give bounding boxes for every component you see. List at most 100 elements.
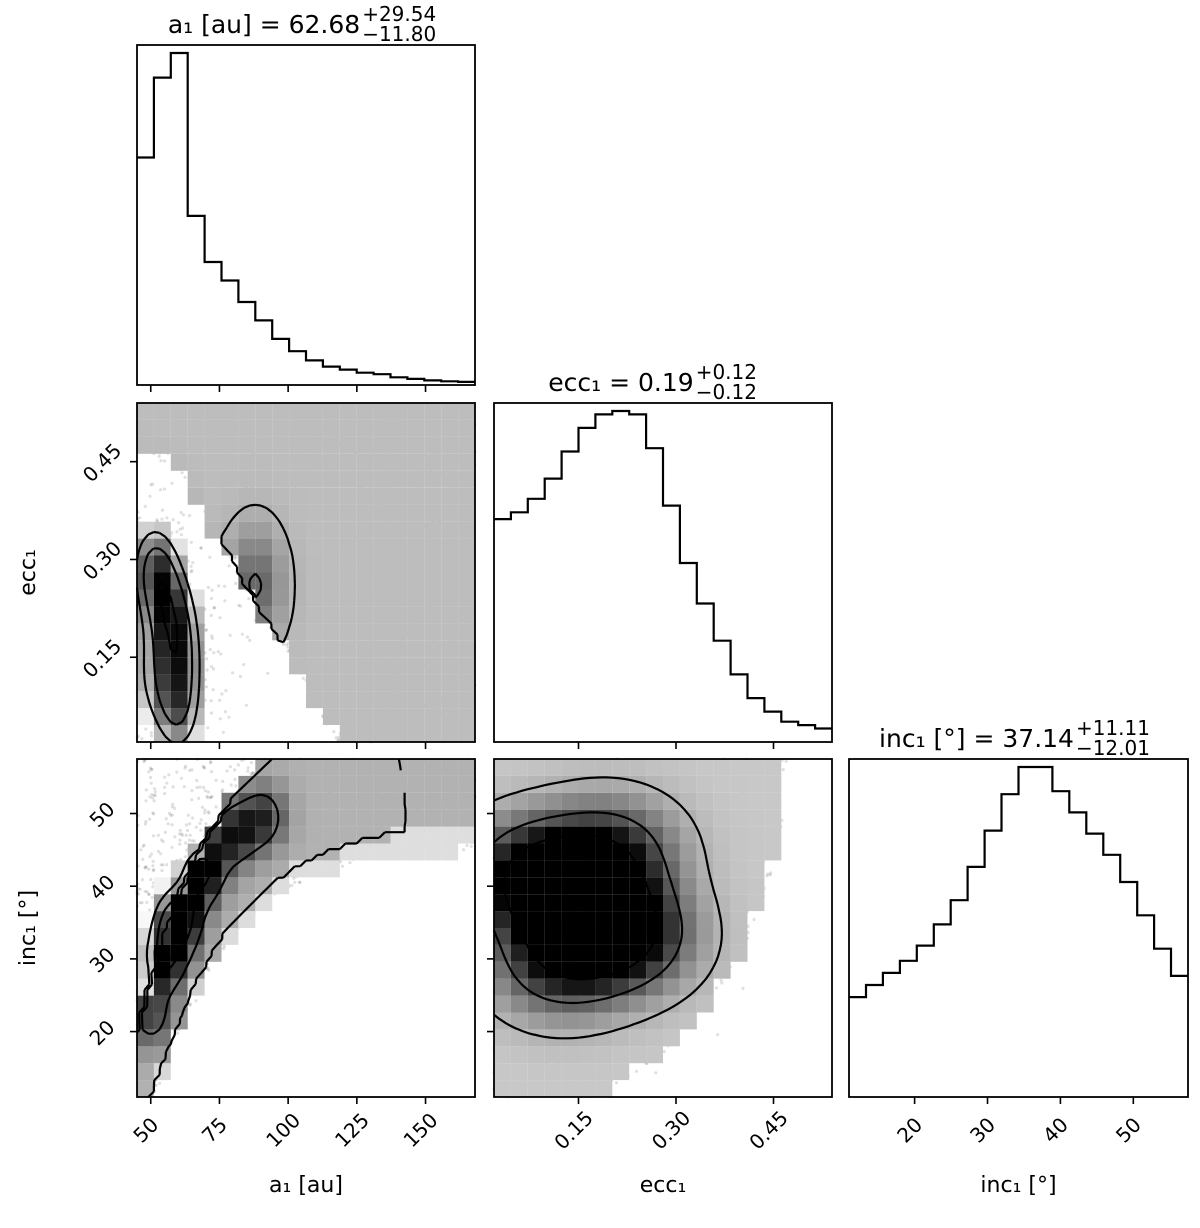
a-vs-ecc-density-cell — [289, 640, 306, 658]
a-vs-ecc-sample-point — [206, 726, 210, 730]
a-vs-ecc-density-cell — [153, 403, 171, 420]
a-vs-ecc-sample-point — [160, 517, 164, 521]
a-vs-ecc-sample-point — [227, 715, 231, 719]
a-vs-ecc-density-cell — [373, 555, 391, 573]
a-vs-inc-sample-point — [148, 775, 153, 780]
a-vs-inc-sample-point — [190, 768, 194, 772]
a-vs-inc-sample-point — [151, 859, 155, 864]
a-vs-ecc-density-cell — [306, 419, 323, 437]
a-vs-ecc-density-cell — [339, 470, 357, 488]
a-vs-ecc-density-cell — [170, 691, 188, 709]
a-vs-ecc-density-cell — [137, 657, 154, 675]
a-vs-ecc-density-cell — [373, 453, 391, 471]
a-vs-ecc-density-cell — [407, 674, 425, 692]
a-vs-ecc-density-cell — [272, 419, 290, 437]
a-vs-ecc-density-cell — [356, 555, 374, 573]
a-vs-ecc-density-cell — [306, 487, 323, 505]
a-vs-inc-sample-point — [187, 838, 191, 842]
a-vs-ecc-density-cell — [390, 453, 408, 471]
a-vs-ecc-sample-point — [175, 530, 179, 534]
a-vs-ecc-sample-point — [223, 584, 227, 588]
a-vs-ecc-density-cell — [441, 453, 459, 471]
a-vs-ecc-density-cell — [424, 538, 442, 556]
a-vs-ecc-density-cell — [441, 521, 459, 539]
a-vs-ecc-density-cell — [272, 606, 290, 624]
a-vs-ecc-density-cell — [407, 470, 425, 488]
a-vs-ecc-density-cell — [170, 403, 188, 420]
a-vs-ecc-density-cell — [441, 657, 459, 675]
a-vs-ecc-density-cell — [289, 657, 306, 675]
a-vs-ecc-density-cell — [407, 453, 425, 471]
a-vs-ecc-density-cell — [458, 555, 475, 573]
a-vs-ecc-density-cell — [441, 589, 459, 607]
a-vs-inc-sample-point — [462, 848, 466, 852]
a-vs-ecc-sample-point — [218, 616, 222, 620]
a-vs-ecc-density-cell — [272, 436, 290, 454]
a-vs-ecc-density-cell — [306, 623, 323, 641]
a-vs-ecc-density-cell — [390, 572, 408, 590]
a-vs-ecc-sample-point — [244, 703, 248, 707]
a-vs-inc-sample-point — [144, 799, 148, 803]
a-vs-ecc-density-cell — [306, 640, 323, 658]
a-vs-ecc-density-cell — [441, 555, 459, 573]
a-vs-ecc-sample-point — [266, 671, 270, 675]
a-vs-ecc-density-cell — [187, 470, 205, 488]
a-vs-inc-sample-point — [185, 828, 190, 833]
a-vs-ecc-sample-point — [170, 481, 174, 485]
a-vs-ecc-density-cell — [424, 453, 442, 471]
a-vs-inc-sample-point — [192, 839, 196, 843]
a-vs-ecc-sample-point — [238, 604, 243, 608]
a-vs-inc-sample-point — [139, 848, 143, 852]
a-vs-ecc-density-cell — [339, 657, 357, 675]
a-vs-ecc-sample-point — [217, 584, 221, 588]
a-vs-ecc-density-cell — [238, 436, 256, 454]
a-vs-ecc-density-cell — [458, 453, 475, 471]
a-vs-ecc-density-cell — [221, 487, 239, 505]
a-vs-ecc-density-cell — [322, 640, 340, 658]
a-vs-ecc-density-cell — [390, 470, 408, 488]
a-vs-ecc-density-cell — [322, 708, 340, 725]
a-vs-ecc-density-cell — [424, 606, 442, 624]
a-vs-ecc-sample-point — [223, 710, 228, 714]
a-vs-ecc-sample-point — [337, 735, 341, 739]
a-vs-ecc-sample-point — [191, 561, 195, 565]
a-vs-ecc-density-cell — [289, 487, 306, 505]
a-vs-ecc-sample-point — [219, 652, 223, 656]
a-vs-ecc-density-cell — [322, 504, 340, 522]
a-vs-inc-sample-point — [184, 841, 188, 845]
a-vs-ecc-density-cell — [458, 538, 475, 556]
a-vs-inc-sample-point — [170, 823, 174, 827]
a-vs-ecc-density-cell — [356, 504, 374, 522]
a-vs-inc-sample-point — [229, 783, 233, 787]
a-vs-ecc-density-cell — [187, 403, 205, 420]
a-vs-ecc-density-cell — [170, 623, 188, 641]
a-vs-inc-sample-point — [249, 761, 253, 765]
a-vs-ecc-density-cell — [238, 470, 256, 488]
a-vs-ecc-density-cell — [390, 538, 408, 556]
a-vs-inc-sample-point — [246, 766, 250, 770]
a-vs-inc-sample-point — [203, 811, 207, 815]
a-vs-inc-sample-point — [210, 794, 214, 799]
a-vs-ecc-density-cell — [356, 674, 374, 692]
a-vs-ecc-density-cell — [407, 504, 425, 522]
a-vs-inc-sample-point — [465, 843, 469, 848]
a-vs-inc-sample-point — [149, 781, 153, 785]
a-vs-inc-sample-point — [195, 778, 199, 783]
a-vs-ecc-sample-point — [209, 711, 213, 715]
a-vs-ecc-sample-point — [209, 665, 214, 669]
a-vs-ecc-density-cell — [390, 725, 408, 742]
a-vs-ecc-density-cell — [390, 504, 408, 522]
a-vs-ecc-density-cell — [424, 555, 442, 573]
a-vs-ecc-density-cell — [458, 691, 475, 709]
a-vs-inc-sample-point — [148, 766, 152, 770]
a-vs-ecc-density-cell — [339, 725, 357, 742]
a-vs-ecc-density-cell — [306, 403, 323, 420]
a-vs-inc-sample-point — [178, 832, 182, 836]
a-vs-inc-sample-point — [197, 796, 201, 801]
a-vs-ecc-sample-point — [162, 487, 167, 491]
a-vs-ecc-density-cell — [322, 487, 340, 505]
a-vs-inc-sample-point — [203, 789, 207, 793]
a-vs-ecc-sample-point — [151, 482, 155, 486]
a-vs-ecc-sample-point — [208, 647, 212, 652]
a-vs-ecc-sample-point — [334, 736, 338, 740]
